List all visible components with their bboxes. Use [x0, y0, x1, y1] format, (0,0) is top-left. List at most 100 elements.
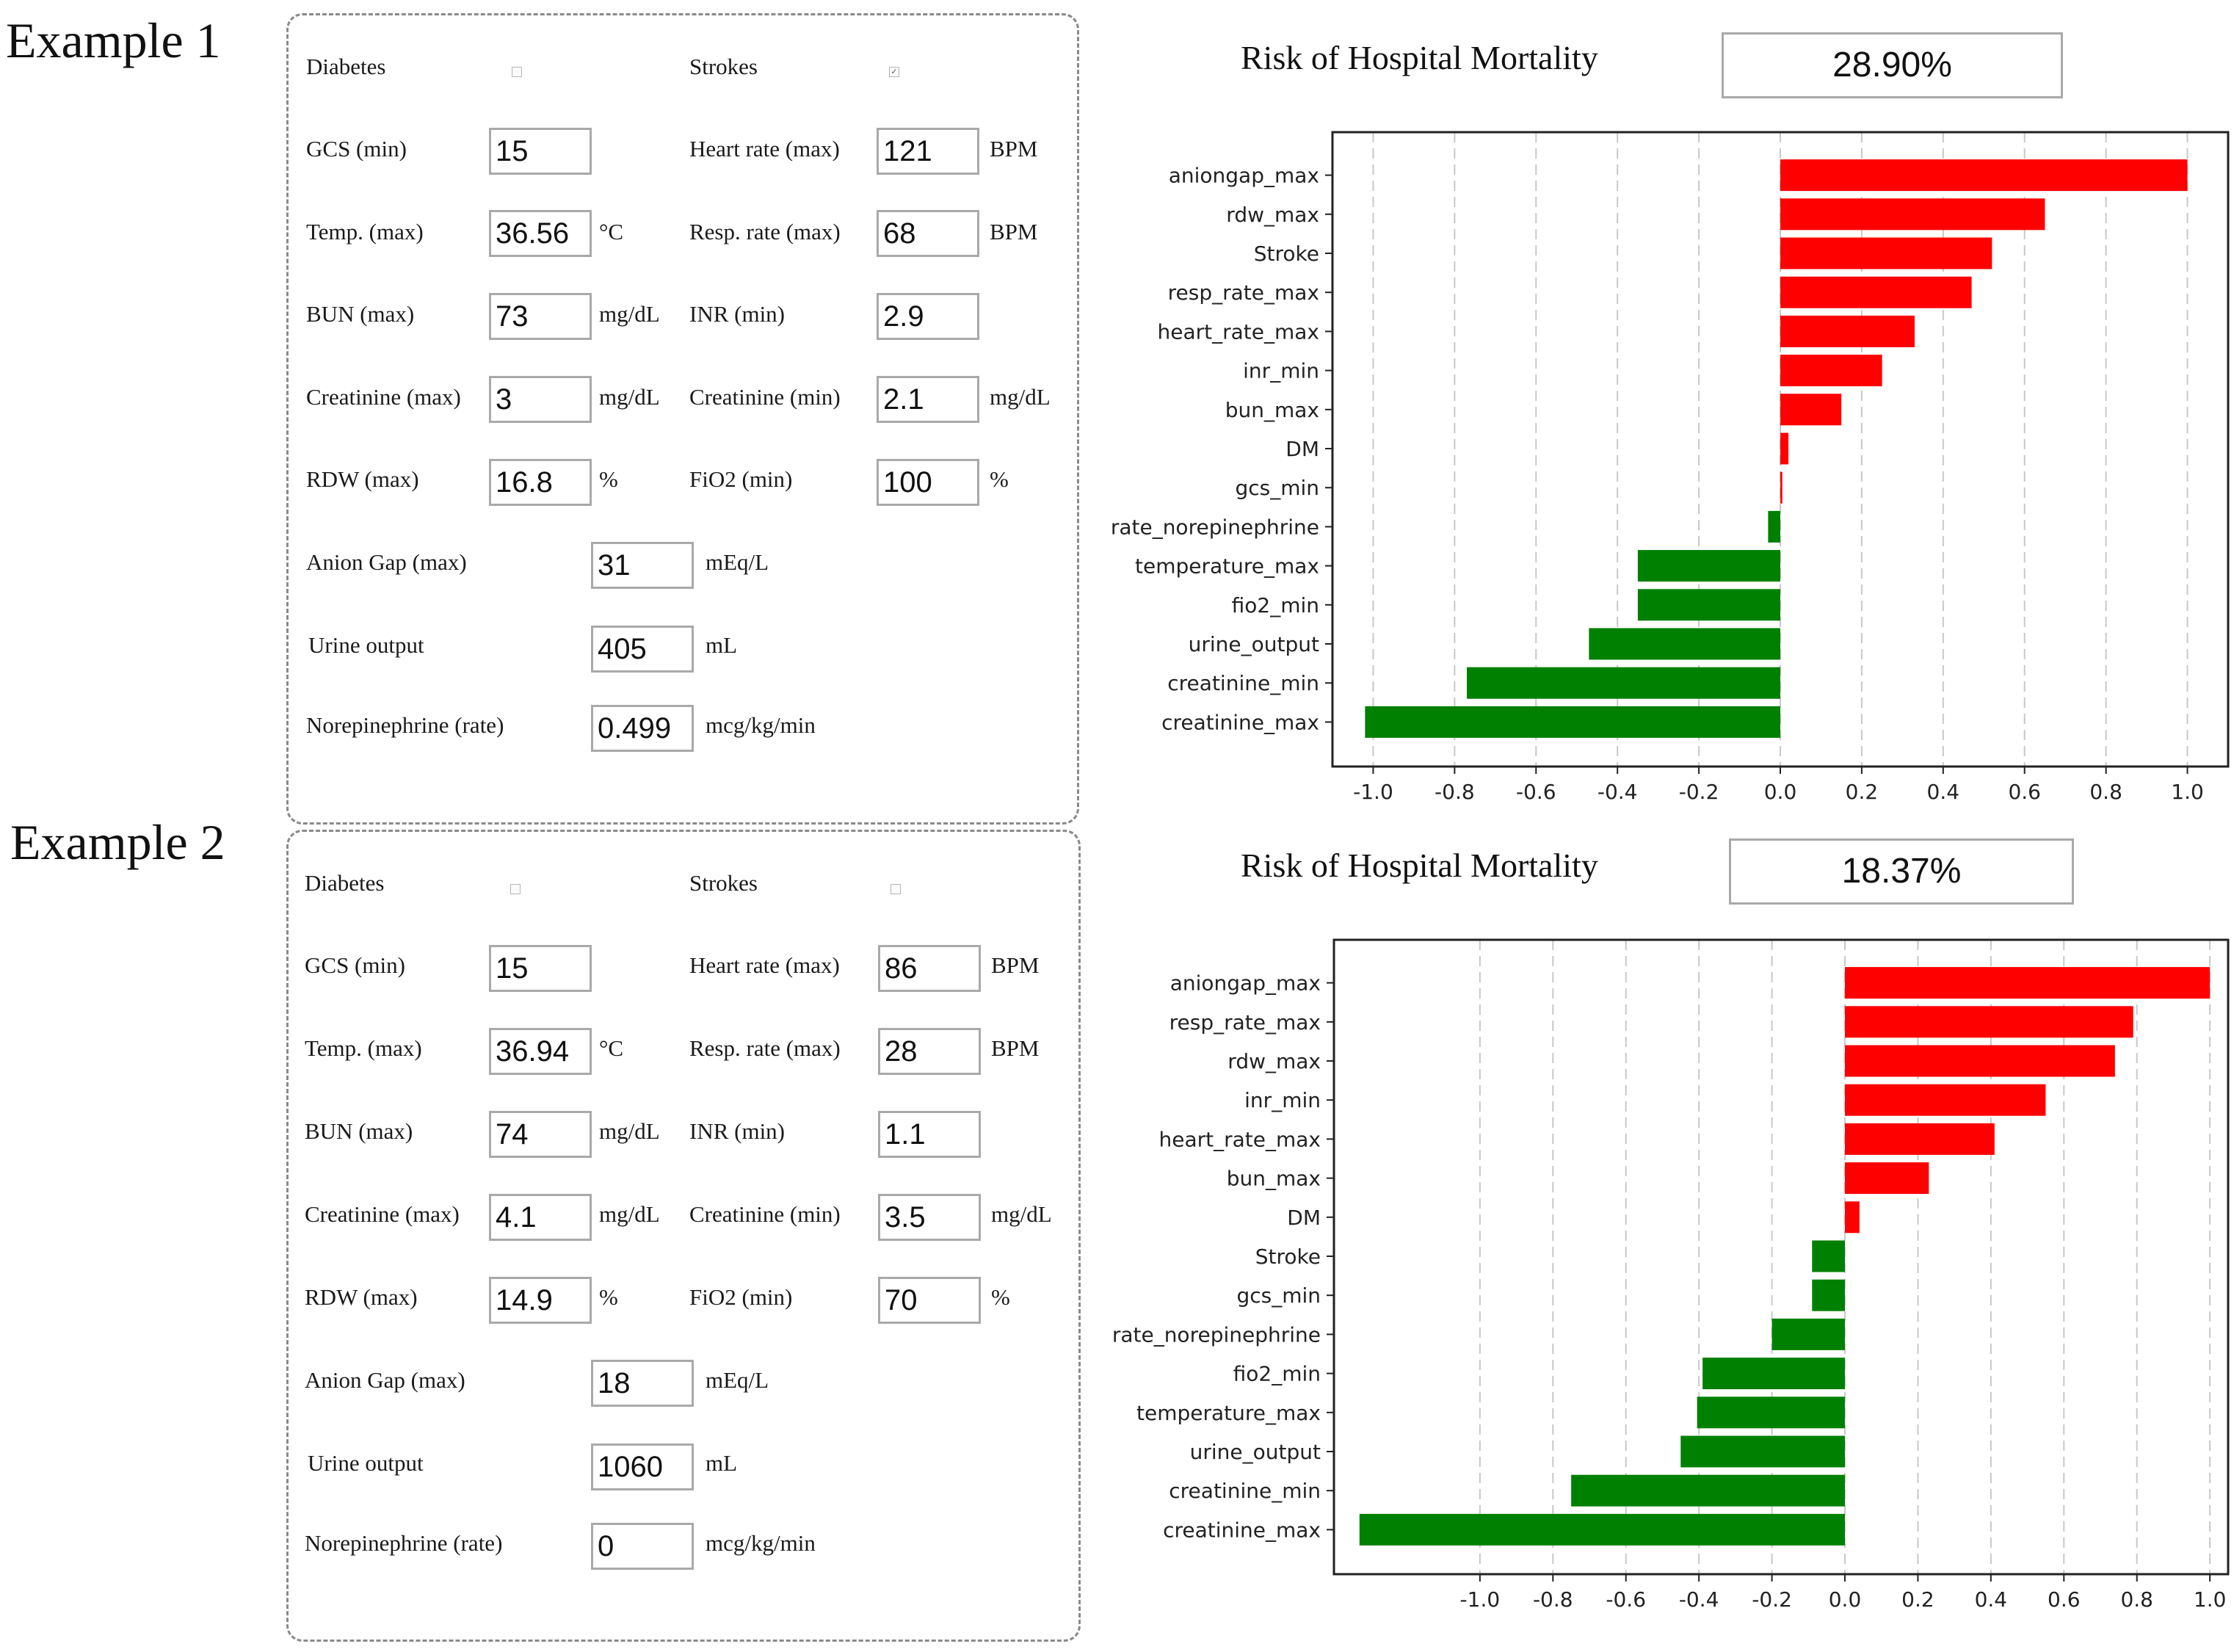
rdw-max-label: RDW (max): [306, 466, 419, 492]
rdw-max-input[interactable]: 14.9: [489, 1277, 592, 1324]
bar-temperature-max: [1697, 1396, 1845, 1429]
fio2-min-input[interactable]: 70: [878, 1277, 981, 1324]
example-2-form-panel: Diabetes Strokes GCS (min) 15 Heart rate…: [286, 830, 1081, 1642]
bar-creatinine-min: [1467, 667, 1780, 699]
temp-max-input[interactable]: 36.94: [489, 1028, 592, 1075]
anion-gap-max-input[interactable]: 31: [591, 542, 694, 589]
bar-dm: [1780, 432, 1789, 465]
bar-heart-rate-max: [1845, 1123, 1995, 1155]
bun-max-unit: mg/dL: [599, 1118, 660, 1144]
strokes-checkbox[interactable]: [891, 884, 901, 894]
diabetes-checkbox[interactable]: [510, 884, 521, 894]
bar-temperature-max: [1637, 550, 1780, 582]
fio2-min-input[interactable]: 100: [877, 459, 979, 506]
bun-max-unit: mg/dL: [599, 301, 660, 327]
strokes-label: Strokes: [689, 870, 758, 896]
bar-creatinine-min: [1571, 1474, 1845, 1507]
heart-rate-max-label: Heart rate (max): [689, 136, 840, 162]
urine-output-input[interactable]: 405: [591, 626, 694, 673]
x-tick-label: 1.0: [2194, 1587, 2227, 1612]
rdw-max-input[interactable]: 16.8: [489, 459, 592, 506]
category-label: temperature_max: [1136, 1401, 1321, 1425]
plot-frame: [1332, 938, 2230, 1576]
resp-rate-max-input[interactable]: 28: [878, 1028, 981, 1075]
category-label: aniongap_max: [1170, 971, 1321, 996]
x-tick-label: 0.4: [1927, 780, 1960, 804]
creatinine-min-input[interactable]: 2.1: [877, 376, 979, 423]
heart-rate-max-input[interactable]: 86: [878, 945, 981, 992]
example-1-form-panel: Diabetes Strokes ✓ GCS (min) 15 Heart ra…: [286, 13, 1079, 825]
creatinine-min-input[interactable]: 3.5: [878, 1194, 981, 1241]
x-tick-label: -0.4: [1679, 1587, 1719, 1612]
example-2-risk-value: 18.37%: [1729, 838, 2074, 905]
heart-rate-max-label: Heart rate (max): [689, 952, 840, 978]
bar-inr-min: [1845, 1084, 2046, 1116]
bar-gcs-min: [1812, 1279, 1845, 1311]
x-tick-label: -0.6: [1606, 1587, 1646, 1612]
example-1-shap-chart: aniongap_max rdw_max Stroke resp_rate_maxhe…: [1111, 131, 2230, 804]
inr-min-input[interactable]: 1.1: [878, 1111, 981, 1158]
rdw-max-label: RDW (max): [305, 1284, 418, 1310]
temp-max-label: Temp. (max): [305, 1035, 422, 1061]
category-label: inr_min: [1243, 359, 1319, 383]
creatinine-min-label: Creatinine (min): [689, 1201, 841, 1227]
urine-output-label: Urine output: [308, 632, 424, 658]
anion-gap-max-unit: mEq/L: [706, 549, 769, 575]
bar-rate-norepinephrine: [1768, 510, 1780, 543]
bun-max-input[interactable]: 73: [489, 293, 592, 340]
bar-resp-rate-max: [1780, 276, 1972, 308]
temp-max-input[interactable]: 36.56: [489, 210, 592, 257]
urine-output-input[interactable]: 1060: [591, 1443, 694, 1490]
creatinine-max-unit: mg/dL: [599, 1201, 660, 1227]
temp-max-unit: °C: [599, 219, 624, 244]
urine-output-unit: mL: [706, 632, 738, 658]
resp-rate-max-input[interactable]: 68: [877, 210, 979, 257]
inr-min-input[interactable]: 2.9: [877, 293, 979, 340]
example-2-risk-title: Risk of Hospital Mortality: [1241, 847, 1598, 884]
bar-urine-output: [1680, 1435, 1845, 1468]
x-tick-label: -0.8: [1435, 780, 1475, 804]
category-label: rate_norepinephrine: [1111, 515, 1319, 539]
heart-rate-max-input[interactable]: 121: [877, 128, 979, 175]
x-tick-label: -0.8: [1533, 1587, 1573, 1612]
bar-bun-max: [1780, 394, 1842, 426]
creatinine-max-input[interactable]: 4.1: [489, 1194, 592, 1241]
category-label: urine_output: [1190, 1440, 1321, 1464]
creatinine-max-input[interactable]: 3: [489, 376, 592, 423]
bun-max-input[interactable]: 74: [489, 1111, 592, 1158]
norepinephrine-rate-input[interactable]: 0.499: [591, 705, 694, 752]
diabetes-checkbox[interactable]: [512, 67, 522, 77]
diabetes-label: Diabetes: [305, 870, 385, 896]
creatinine-min-unit: mg/dL: [990, 384, 1051, 410]
fio2-min-unit: %: [990, 466, 1009, 492]
gcs-min-label: GCS (min): [305, 952, 405, 978]
category-label: bun_max: [1227, 1167, 1321, 1191]
x-tick-label: -0.4: [1597, 780, 1638, 804]
bun-max-label: BUN (max): [306, 301, 415, 327]
x-tick-label: -1.0: [1353, 780, 1393, 804]
x-tick-label: 0.0: [1829, 1587, 1862, 1612]
x-tick-label: 0.2: [1901, 1587, 1934, 1612]
creatinine-max-unit: mg/dL: [599, 384, 660, 410]
gcs-min-input[interactable]: 15: [489, 945, 592, 992]
norepinephrine-rate-label: Norepinephrine (rate): [305, 1530, 503, 1556]
anion-gap-max-input[interactable]: 18: [591, 1360, 694, 1407]
strokes-checkbox[interactable]: ✓: [889, 67, 899, 77]
norepinephrine-rate-label: Norepinephrine (rate): [306, 712, 504, 738]
bar-creatinine-max: [1365, 706, 1780, 738]
category-label: DM: [1287, 1206, 1321, 1230]
bar-dm: [1845, 1201, 1860, 1233]
fio2-min-label: FiO2 (min): [689, 466, 793, 492]
norepinephrine-rate-unit: mcg/kg/min: [706, 1530, 816, 1556]
diabetes-label: Diabetes: [306, 54, 386, 79]
gcs-min-input[interactable]: 15: [489, 128, 592, 175]
category-label: rate_norepinephrine: [1112, 1322, 1321, 1347]
creatinine-min-unit: mg/dL: [991, 1201, 1052, 1227]
urine-output-label: Urine output: [308, 1450, 424, 1476]
category-label: bun_max: [1225, 398, 1319, 422]
norepinephrine-rate-input[interactable]: 0: [591, 1523, 694, 1570]
norepinephrine-rate-unit: mcg/kg/min: [706, 712, 816, 738]
temp-max-unit: °C: [599, 1035, 624, 1061]
creatinine-max-label: Creatinine (max): [305, 1201, 460, 1227]
category-label: temperature_max: [1135, 554, 1319, 579]
